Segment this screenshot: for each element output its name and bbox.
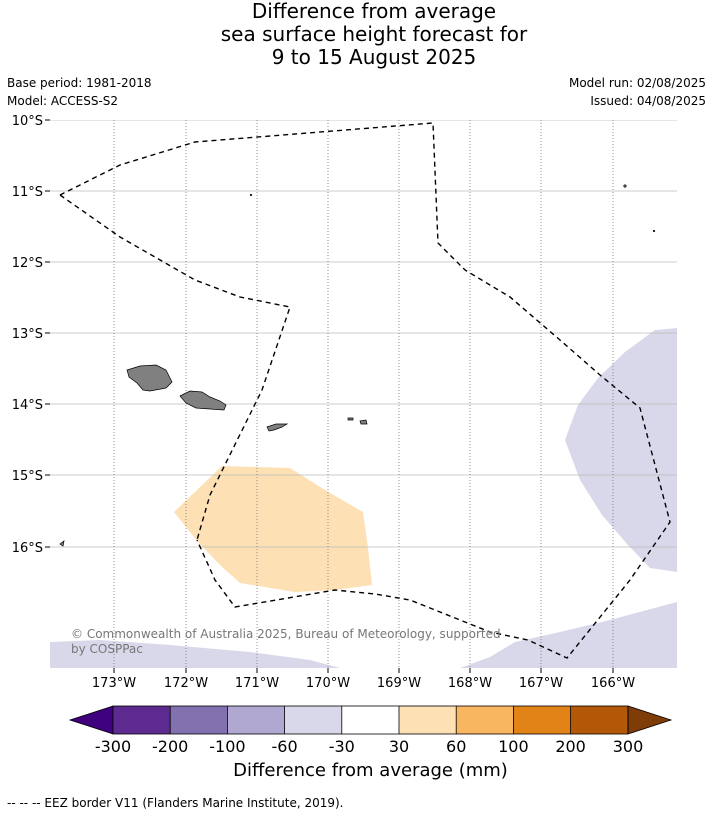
colorbar-extend-high [628,706,671,734]
map-figure: © Commonwealth of Australia 2025, Bureau… [0,0,713,816]
colorbar-tick-5: -30 [329,737,355,756]
eez-legend-footer: -- -- -- EEZ border V11 (Flanders Marine… [7,796,344,810]
colorbar-tick-10: 300 [613,737,644,756]
colorbar-segment-8 [513,706,570,734]
ofu-island [348,418,353,420]
colorbar-segment-3 [227,706,284,734]
colorbar-tick-4: -60 [272,737,298,756]
lat-label-16s: 16°S [12,541,43,556]
tau-island [360,420,367,424]
lat-label-14s: 14°S [12,398,43,413]
colorbar-segment-2 [170,706,227,734]
swains-island [250,194,252,196]
colorbar-tick-8: 100 [498,737,529,756]
lat-label-12s: 12°S [12,256,43,271]
copyright-line-1: © Commonwealth of Australia 2025, Bureau… [71,627,501,641]
lat-label-13s: 13°S [12,327,43,342]
lat-label-11s: 11°S [12,185,43,200]
lon-label-166w: 166°W [591,676,635,691]
lon-label-171w: 171°W [235,676,279,691]
colorbar-tick-9: 200 [555,737,586,756]
lon-label-173w: 173°W [92,676,136,691]
lon-label-168w: 168°W [448,676,492,691]
colorbar-tick-2: -200 [152,737,188,756]
map-area: © Commonwealth of Australia 2025, Bureau… [50,120,677,668]
colorbar-title: Difference from average (mm) [0,760,713,781]
lat-label-15s: 15°S [12,469,43,484]
colorbar-segment-6 [399,706,456,734]
northeast-islet [624,185,626,187]
east-islet [653,230,655,232]
colorbar-tick-1: -300 [95,737,131,756]
colorbar-tick-7: 60 [446,737,466,756]
lon-axis: 173°W 172°W 171°W 170°W 169°W 168°W 167°… [92,668,635,691]
colorbar-segment-9 [571,706,628,734]
colorbar-segment-5 [342,706,399,734]
lon-label-167w: 167°W [519,676,563,691]
colorbar-segment-4 [285,706,342,734]
lon-label-169w: 169°W [377,676,421,691]
lat-label-10s: 10°S [12,114,43,129]
colorbar-tick-6: 30 [389,737,409,756]
colorbar-extend-low [70,706,113,734]
colorbar-segment-7 [456,706,513,734]
copyright-line-2: by COSPPac [71,642,143,656]
colorbar-tick-3: -100 [209,737,245,756]
lon-label-170w: 170°W [306,676,350,691]
lon-label-172w: 172°W [164,676,208,691]
colorbar: -300 -200 -100 -60 -30 30 60 100 200 300 [70,706,671,756]
colorbar-segment-1 [113,706,170,734]
lat-axis: 10°S 11°S 12°S 13°S 14°S 15°S 16°S [12,114,50,556]
